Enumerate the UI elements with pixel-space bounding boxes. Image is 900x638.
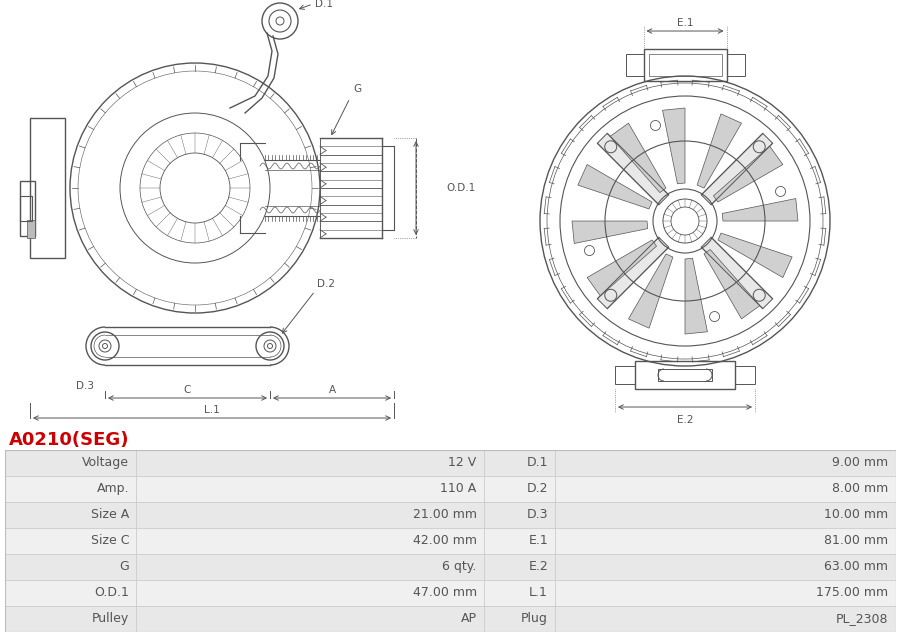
Text: E.1: E.1 (677, 18, 693, 28)
Text: 9.00 mm: 9.00 mm (832, 456, 888, 470)
Bar (726, 54, 744, 76)
Bar (20, 196, 32, 221)
Text: Pulley: Pulley (92, 612, 130, 625)
Bar (4, 554, 896, 580)
Bar (626, 54, 644, 76)
Text: 63.00 mm: 63.00 mm (824, 560, 888, 573)
Text: D.2: D.2 (317, 279, 335, 289)
Bar (4, 580, 896, 605)
Text: G: G (120, 560, 130, 573)
Text: E.2: E.2 (677, 415, 693, 425)
Text: Size A: Size A (91, 508, 130, 521)
Text: Amp.: Amp. (96, 482, 130, 495)
Text: 8.00 mm: 8.00 mm (832, 482, 888, 495)
Text: 175.00 mm: 175.00 mm (816, 586, 888, 599)
Bar (20, 181, 35, 236)
Text: AP: AP (461, 612, 477, 625)
Text: Voltage: Voltage (82, 456, 130, 470)
Polygon shape (722, 198, 798, 221)
Polygon shape (701, 133, 773, 205)
Text: C: C (184, 385, 191, 395)
Text: 47.00 mm: 47.00 mm (412, 586, 477, 599)
Bar (30, 118, 65, 258)
Polygon shape (662, 108, 685, 184)
Text: 81.00 mm: 81.00 mm (824, 534, 888, 547)
Text: E.1: E.1 (528, 534, 548, 547)
Bar (27, 220, 35, 238)
Text: 110 A: 110 A (440, 482, 477, 495)
Text: PL_2308: PL_2308 (836, 612, 888, 625)
Polygon shape (698, 114, 742, 188)
Bar (615, 366, 635, 384)
Text: E.2: E.2 (528, 560, 548, 573)
Polygon shape (718, 233, 792, 278)
Text: O.D.1: O.D.1 (94, 586, 130, 599)
Polygon shape (587, 240, 656, 296)
Text: Plug: Plug (521, 612, 548, 625)
Polygon shape (598, 237, 669, 309)
Text: L.1: L.1 (529, 586, 548, 599)
Polygon shape (701, 237, 773, 309)
Bar (649, 54, 722, 76)
Text: 42.00 mm: 42.00 mm (413, 534, 477, 547)
Text: 10.00 mm: 10.00 mm (824, 508, 888, 521)
Bar (4, 450, 896, 476)
Text: D.1: D.1 (526, 456, 548, 470)
Text: O.D.1: O.D.1 (446, 183, 475, 193)
Bar (4, 501, 896, 528)
Text: D.3: D.3 (76, 381, 94, 391)
Bar (644, 49, 726, 81)
Text: D.3: D.3 (526, 508, 548, 521)
Text: 12 V: 12 V (448, 456, 477, 470)
Text: L.1: L.1 (204, 405, 220, 415)
Polygon shape (598, 133, 669, 205)
Bar (4, 476, 896, 501)
Polygon shape (685, 258, 707, 334)
Polygon shape (572, 221, 648, 244)
Polygon shape (610, 123, 666, 193)
Polygon shape (578, 165, 652, 209)
Bar (4, 605, 896, 632)
Text: G: G (353, 84, 361, 94)
Text: 21.00 mm: 21.00 mm (413, 508, 477, 521)
Text: 6 qty.: 6 qty. (443, 560, 477, 573)
Text: D.1: D.1 (315, 0, 333, 9)
Text: D.2: D.2 (526, 482, 548, 495)
Bar (635, 361, 735, 389)
Bar (735, 366, 755, 384)
Text: A0210(SEG): A0210(SEG) (9, 431, 130, 449)
Text: Size C: Size C (91, 534, 130, 547)
Polygon shape (628, 254, 673, 328)
Bar (4, 528, 896, 554)
Polygon shape (714, 146, 783, 202)
Polygon shape (704, 249, 760, 319)
Text: A: A (328, 385, 336, 395)
Bar (658, 369, 712, 381)
